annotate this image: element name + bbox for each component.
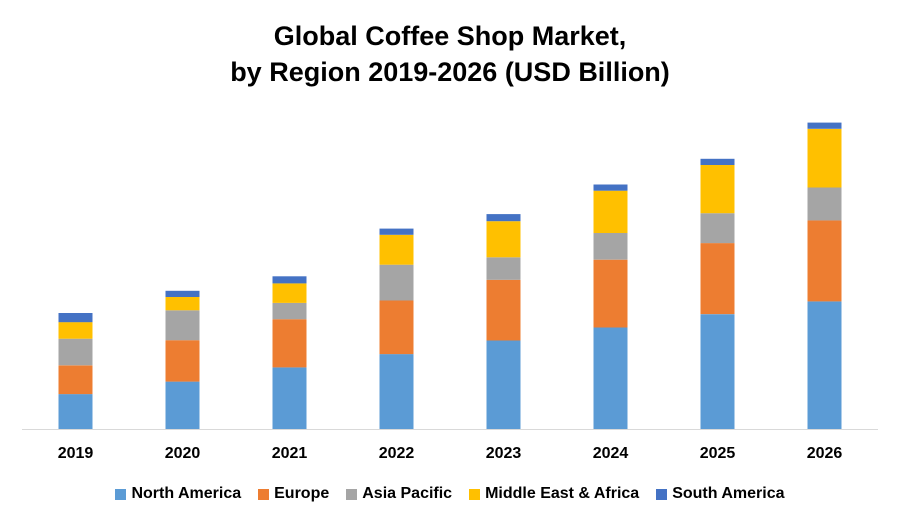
bar-segment-asia-pacific-2020: [165, 310, 200, 341]
bar-segment-asia-pacific-2024: [593, 233, 628, 260]
bar-segment-europe-2024: [593, 259, 628, 328]
x-tick-label: 2025: [700, 445, 736, 462]
legend-swatch: [258, 488, 270, 500]
bar-segment-middle-east-africa-2025: [700, 165, 735, 214]
bar-segment-north-america-2025: [700, 314, 735, 429]
legend-swatch: [469, 488, 481, 500]
legend-label: Middle East & Africa: [485, 485, 640, 502]
legend-label: Europe: [274, 485, 330, 502]
bar-segment-middle-east-africa-2021: [272, 283, 307, 303]
legend-label: Asia Pacific: [362, 485, 453, 502]
legend-label: South America: [672, 485, 785, 502]
bar-segment-middle-east-africa-2026: [807, 128, 842, 188]
bar-segment-south-america-2020: [165, 290, 200, 297]
bar-segment-asia-pacific-2021: [272, 302, 307, 320]
legend-item: Asia Pacific: [346, 485, 452, 503]
x-tick-label: 2024: [593, 445, 629, 462]
bar-segment-south-america-2024: [593, 184, 628, 191]
legend-item: Europe: [258, 485, 329, 503]
bar-segment-asia-pacific-2026: [807, 187, 842, 221]
bar-segment-asia-pacific-2023: [486, 257, 521, 280]
legend-swatch: [656, 488, 668, 500]
x-tick-label: 2020: [165, 445, 201, 462]
bar-segment-north-america-2022: [379, 354, 414, 429]
x-tick-label: 2021: [272, 445, 308, 462]
chart-title-block: Global Coffee Shop Market, by Region 201…: [0, 18, 900, 90]
bar-segment-middle-east-africa-2019: [58, 322, 93, 339]
bar-segment-europe-2021: [272, 319, 307, 368]
chart-subtitle: by Region 2019-2026 (USD Billion): [230, 57, 670, 87]
x-tick-label: 2023: [486, 445, 522, 462]
bar-segment-asia-pacific-2025: [700, 213, 735, 244]
bar-segment-north-america-2024: [593, 327, 628, 429]
legend-item: South America: [656, 485, 785, 503]
bar-segment-south-america-2025: [700, 158, 735, 165]
bar-segment-europe-2020: [165, 340, 200, 382]
bar-segment-middle-east-africa-2020: [165, 297, 200, 311]
bar-segment-north-america-2019: [58, 394, 93, 429]
bar-segment-south-america-2019: [58, 313, 93, 323]
x-tick-label: 2022: [379, 445, 415, 462]
bar-segment-south-america-2023: [486, 214, 521, 222]
legend-swatch: [115, 488, 127, 500]
chart-legend: North America Europe Asia Pacific Middle Ea…: [0, 483, 900, 505]
x-tick-label: 2026: [807, 445, 843, 462]
bar-segment-asia-pacific-2022: [379, 264, 414, 301]
bar-segment-north-america-2021: [272, 367, 307, 429]
bar-segment-middle-east-africa-2023: [486, 221, 521, 258]
bar-segment-middle-east-africa-2024: [593, 190, 628, 233]
bar-segment-middle-east-africa-2022: [379, 234, 414, 265]
bar-segment-south-america-2022: [379, 228, 414, 235]
x-tick-label: 2019: [58, 445, 94, 462]
bar-segment-europe-2022: [379, 300, 414, 355]
bar-segment-north-america-2023: [486, 340, 521, 429]
chart-title: Global Coffee Shop Market,: [273, 21, 627, 51]
bar-segment-south-america-2026: [807, 122, 842, 129]
bar-segment-north-america-2026: [807, 301, 842, 429]
legend-item: Middle East & Africa: [469, 485, 639, 503]
bar-segment-asia-pacific-2019: [58, 338, 93, 366]
legend-label: North America: [131, 485, 242, 502]
bar-segment-europe-2026: [807, 220, 842, 302]
bar-segment-south-america-2021: [272, 276, 307, 284]
bar-segment-north-america-2020: [165, 381, 200, 429]
legend-item: North America: [115, 485, 241, 503]
bar-segment-europe-2023: [486, 279, 521, 341]
legend-swatch: [346, 488, 358, 500]
bar-segment-europe-2025: [700, 243, 735, 315]
bar-segment-europe-2019: [58, 365, 93, 395]
